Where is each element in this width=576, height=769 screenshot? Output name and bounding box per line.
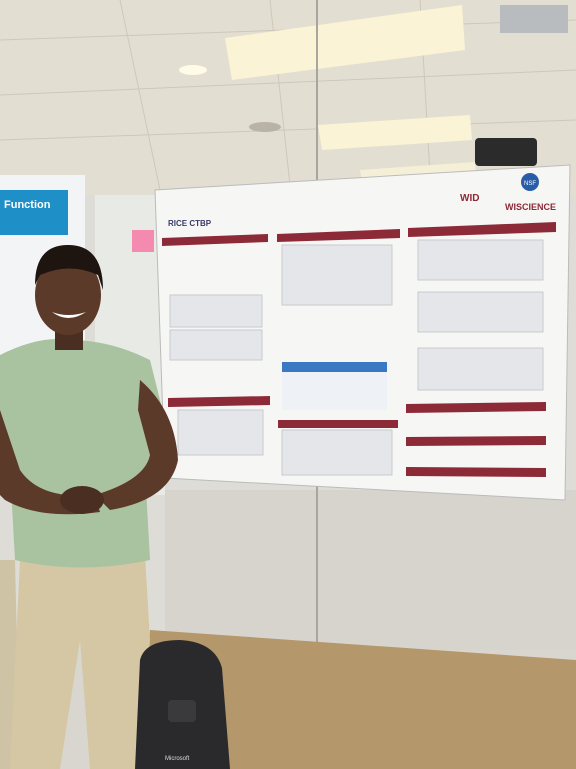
vent <box>249 122 281 132</box>
ceiling-light <box>318 115 472 150</box>
poster-figures <box>169 239 544 476</box>
sticky-note <box>132 230 154 252</box>
ceiling-light <box>225 5 465 80</box>
poster-logo: RICE CTBP <box>168 219 212 228</box>
left-poster-heading: Function <box>4 199 51 211</box>
backpack-pocket <box>168 700 196 722</box>
left-poster-banner <box>0 190 68 235</box>
poster-logo: WID <box>460 193 479 204</box>
carpet <box>140 630 576 769</box>
person <box>0 245 178 769</box>
glass-wall <box>165 490 576 650</box>
poster-logo: WISCIENCE <box>505 202 556 212</box>
poster-table-header <box>282 362 387 372</box>
projector <box>475 138 537 166</box>
backpack-brand: Microsoft <box>165 756 190 762</box>
poster-logo: NSF <box>524 181 536 187</box>
nsf-logo <box>521 173 539 191</box>
poster-section-headers <box>162 222 556 477</box>
poster-table <box>282 372 387 410</box>
downlight <box>179 65 207 75</box>
vent <box>500 5 568 33</box>
ceiling-grid <box>0 0 576 191</box>
